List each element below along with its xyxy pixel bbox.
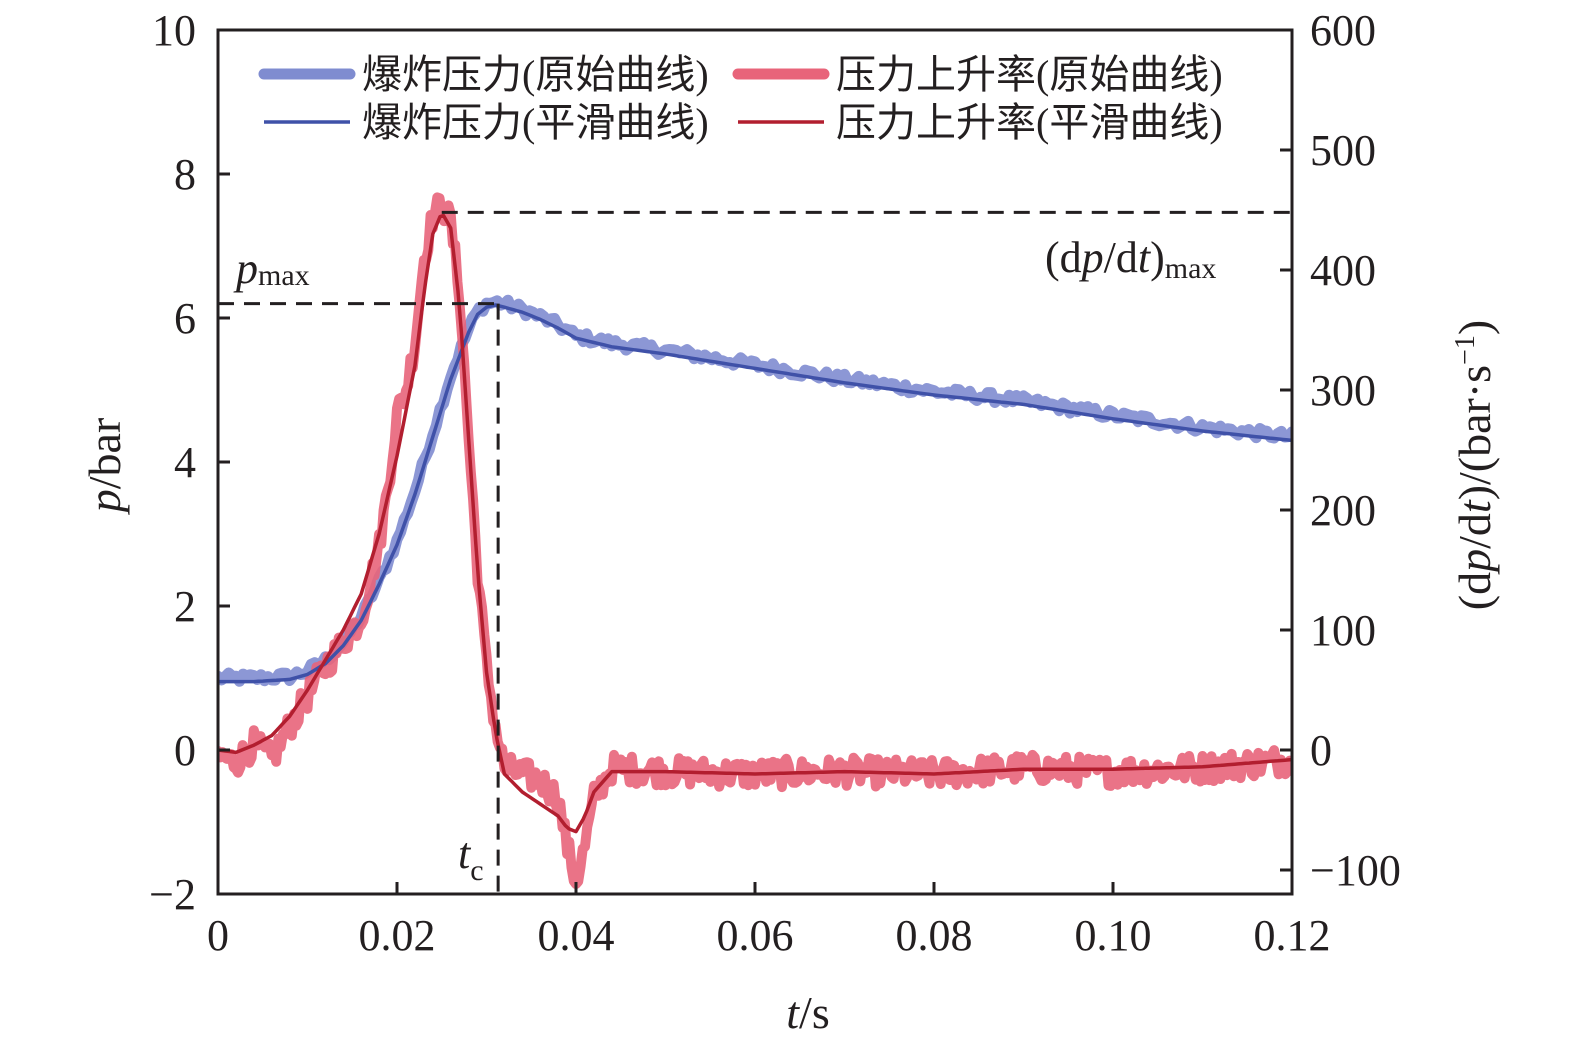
y-left-axis-title: p/bar <box>79 418 130 516</box>
pmax-annotation: pmax <box>233 244 310 293</box>
series-layer <box>218 192 1292 889</box>
y-right-tick-label: 500 <box>1310 126 1376 175</box>
y-left-tick-label: −2 <box>149 870 196 919</box>
legend-label-pressure-smooth: 爆炸压力(平滑曲线) <box>362 100 709 145</box>
series-pressure-smooth <box>218 192 1292 889</box>
y-right-tick-label: 0 <box>1310 726 1332 775</box>
x-axis: 0 0.02 0.04 0.06 0.08 0.10 0.12 <box>207 882 1331 960</box>
dpdt-max-annotation: (dp/dt)max <box>1045 233 1216 285</box>
y-left-tick-label: 6 <box>174 294 196 343</box>
x-tick-label: 0.08 <box>896 911 973 960</box>
y-right-axis: −100 0 100 200 300 400 500 600 <box>1280 6 1401 895</box>
y-left-tick-label: 10 <box>152 6 196 55</box>
y-left-tick-label: 4 <box>174 438 196 487</box>
x-tick-label: 0 <box>207 911 229 960</box>
series-rate-smooth <box>218 213 1292 834</box>
y-right-tick-label: 600 <box>1310 6 1376 55</box>
legend-label-rate-raw: 压力上升率(原始曲线) <box>836 52 1223 97</box>
y-left-axis: −2 0 2 4 6 8 10 <box>149 6 230 919</box>
y-right-tick-label: 200 <box>1310 486 1376 535</box>
legend-label-rate-smooth: 压力上升率(平滑曲线) <box>836 100 1223 145</box>
y-right-tick-label: 100 <box>1310 606 1376 655</box>
series-pressure-raw <box>218 294 1292 687</box>
x-tick-label: 0.04 <box>538 911 615 960</box>
x-tick-label: 0.06 <box>717 911 794 960</box>
x-tick-label: 0.02 <box>359 911 436 960</box>
y-left-tick-label: 8 <box>174 150 196 199</box>
y-right-tick-label: 300 <box>1310 366 1376 415</box>
legend: 爆炸压力(原始曲线) 压力上升率(原始曲线) 爆炸压力(平滑曲线) 压力上升率(… <box>258 52 1223 145</box>
series-rate-raw <box>218 303 1292 684</box>
y-left-tick-label: 0 <box>174 726 196 775</box>
y-right-axis-title: (dp/dt)/(bar·s−1) <box>1449 320 1500 610</box>
legend-label-pressure-raw: 爆炸压力(原始曲线) <box>362 52 709 97</box>
x-tick-label: 0.10 <box>1075 911 1152 960</box>
x-tick-label: 0.12 <box>1254 911 1331 960</box>
reference-lines <box>218 210 1292 894</box>
tc-annotation: tc <box>458 829 484 887</box>
y-right-tick-label: 400 <box>1310 246 1376 295</box>
y-right-tick-label: −100 <box>1310 846 1401 895</box>
y-left-tick-label: 2 <box>174 582 196 631</box>
x-axis-title: t/s <box>786 987 829 1038</box>
